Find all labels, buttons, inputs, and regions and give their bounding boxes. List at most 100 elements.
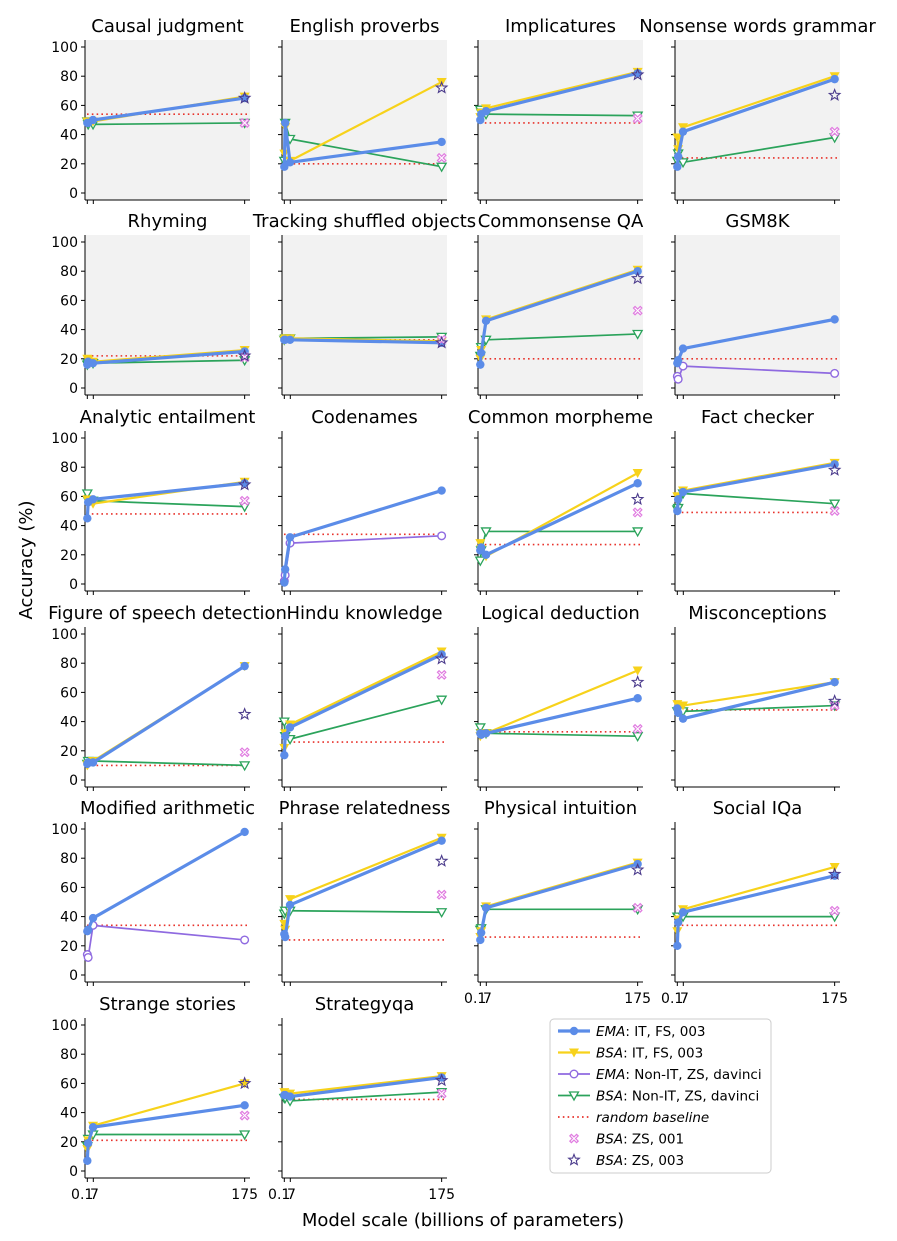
legend-label: random baseline <box>596 1110 709 1126</box>
y-tick-label: 40 <box>60 128 78 144</box>
point-zs001 <box>436 669 447 680</box>
legend-label: EMA: Non-IT, ZS, davinci <box>596 1067 762 1083</box>
y-tick-label: 40 <box>60 910 78 926</box>
legend-entry-ema_non: EMA: Non-IT, ZS, davinci <box>558 1067 762 1083</box>
y-tick-label: 0 <box>69 577 78 593</box>
point-zs001 <box>239 1110 250 1121</box>
panel-modified-arithmetic: Modified arithmetic 0 20 40 60 80 100 <box>51 798 255 986</box>
point-ema_it <box>285 158 295 167</box>
chart-panels: Causal judgment 0 20 40 60 80 100 English prove… <box>48 16 876 1203</box>
point-bsa_non <box>474 723 486 734</box>
legend-entry-ema_it: EMA: IT, FS, 003 <box>558 1024 706 1040</box>
panel-title: Strategyqa <box>315 994 415 1015</box>
panel-title: Analytic entailment <box>80 407 256 428</box>
point-ema_it <box>476 935 485 945</box>
point-bsa_non <box>632 527 644 538</box>
series-line-ema_it <box>282 121 442 167</box>
series-line-bsa_it <box>479 861 638 938</box>
point-ema_non <box>437 531 447 541</box>
point-zs003 <box>434 1073 449 1087</box>
legend-label-rest: : Non-IT, ZS, davinci <box>623 1089 759 1105</box>
point-ema_it <box>280 118 290 128</box>
y-tick-label: 20 <box>60 352 78 368</box>
panel-title: Figure of speech detection <box>48 603 287 624</box>
panel-title: Causal judgment <box>91 16 243 37</box>
point-zs003 <box>237 477 252 491</box>
point-ema_it <box>437 137 446 147</box>
point-ema_it <box>830 677 839 687</box>
panel-title: Phrase relatedness <box>279 798 451 819</box>
legend-label: BSA: IT, FS, 003 <box>596 1046 703 1062</box>
legend-label-italic: BSA <box>596 1132 623 1148</box>
series-line-bsa_non <box>479 908 638 931</box>
legend-label: BSA: ZS, 003 <box>596 1153 684 1169</box>
point-zs003 <box>237 707 252 721</box>
point-ema_it <box>678 344 688 353</box>
series-line-bsa_it <box>283 1075 442 1095</box>
y-tick-label: 60 <box>60 98 78 114</box>
point-bsa_non <box>829 499 841 510</box>
legend-label-rest: : Non-IT, ZS, davinci <box>625 1067 761 1083</box>
panel-background <box>478 40 643 200</box>
point-zs001 <box>632 305 643 316</box>
legend-label-rest: : ZS, 001 <box>623 1132 684 1148</box>
legend-label-italic: EMA <box>596 1024 625 1040</box>
point-ema_it <box>280 565 290 574</box>
point-ema_it <box>83 514 92 523</box>
point-ema_it <box>481 729 491 738</box>
point-ema_it <box>280 578 289 587</box>
point-ema_it <box>476 360 485 369</box>
y-tick-label: 0 <box>69 381 78 397</box>
panel-implicatures: Implicatures <box>474 16 645 204</box>
legend-label-rest: : IT, FS, 003 <box>623 1046 703 1062</box>
point-ema_it <box>673 356 683 365</box>
y-tick-label: 0 <box>69 968 78 984</box>
point-bsa_non <box>436 695 448 706</box>
point-ema_it <box>280 162 289 171</box>
point-bsa_non <box>480 527 492 538</box>
series-line-bsa_non <box>86 760 245 767</box>
panel-background <box>675 40 840 200</box>
y-tick-label: 80 <box>60 1047 78 1063</box>
series-line-ema_it <box>282 839 443 939</box>
point-ema_non <box>240 935 250 945</box>
panel-title: English proverbs <box>289 16 439 37</box>
point-zs003 <box>827 462 842 476</box>
y-tick-label: 80 <box>60 69 78 85</box>
point-ema_it <box>673 708 683 718</box>
point-zs001 <box>632 902 643 913</box>
point-bsa_non <box>436 162 448 173</box>
series-line-ema_non <box>283 534 442 582</box>
y-tick-label: 100 <box>51 1018 78 1034</box>
panel-gsm8k: GSM8K <box>671 211 840 399</box>
point-ema_it <box>285 900 295 910</box>
panel-title: Commonsense QA <box>478 211 644 232</box>
point-ema_it <box>88 495 98 504</box>
series-line-bsa_non <box>86 1133 245 1147</box>
legend-label-italic: BSA <box>596 1089 623 1105</box>
legend-label-rest: : IT, FS, 003 <box>625 1024 705 1040</box>
panel-physical-intuition: Physical intuition 0.17 175 <box>464 798 651 1007</box>
point-ema_it <box>240 661 249 671</box>
point-ema_it <box>673 162 682 171</box>
y-tick-label: 100 <box>51 822 78 838</box>
point-ema_it <box>88 115 98 125</box>
series-line-ema_it <box>675 77 836 167</box>
point-zs001 <box>436 889 447 900</box>
point-ema_it <box>280 932 290 942</box>
point-ema_it <box>437 486 446 495</box>
x-axis-label: Model scale (billions of parameters) <box>302 1210 624 1231</box>
point-ema_it <box>673 152 683 161</box>
point-zs001 <box>239 747 250 758</box>
panel-causal-judgment: Causal judgment 0 20 40 60 80 100 <box>51 16 252 204</box>
panel-title: Tracking shuffled objects <box>252 211 476 232</box>
y-tick-label: 100 <box>51 627 78 643</box>
series-line-bsa_it <box>676 865 835 932</box>
y-tick-label: 60 <box>60 685 78 701</box>
y-tick-label: 60 <box>60 880 78 896</box>
legend-label-italic: EMA <box>596 1067 625 1083</box>
point-ema_non <box>830 368 840 378</box>
y-tick-label: 100 <box>51 431 78 447</box>
series-line-bsa_non <box>283 909 442 914</box>
